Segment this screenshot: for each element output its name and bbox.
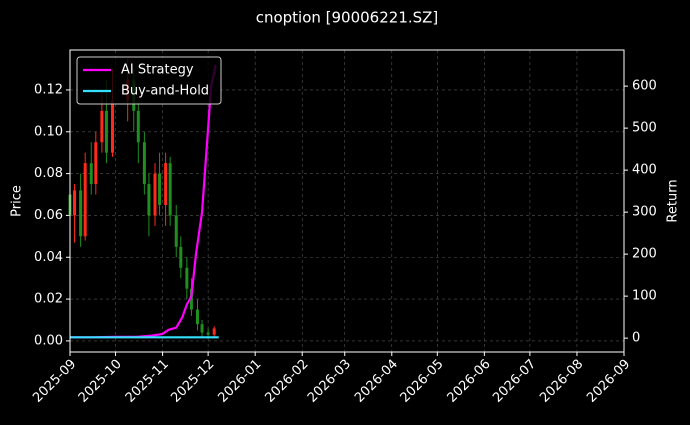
y-tick-label: 0.04	[34, 250, 63, 265]
candle-body	[83, 163, 87, 237]
candle-body	[200, 324, 204, 333]
y-tick-label: 0.00	[34, 333, 63, 348]
y2-tick-label: 300	[632, 205, 657, 220]
candle-body	[136, 110, 140, 143]
candle-body	[110, 100, 114, 153]
candle-body	[168, 163, 172, 216]
chart-title: cnoption [90006221.SZ]	[256, 9, 439, 27]
y-tick-label: 0.10	[34, 124, 63, 139]
candle-body	[153, 173, 157, 216]
y2-tick-label: 200	[632, 247, 657, 262]
y-tick-label: 0.02	[34, 292, 63, 307]
candle-body	[89, 163, 93, 185]
candle-body	[104, 110, 108, 153]
legend-label: AI Strategy	[121, 63, 194, 78]
y2-tick-label: 500	[632, 121, 657, 136]
legend-label: Buy-and-Hold	[121, 84, 209, 99]
candle-body	[100, 110, 104, 143]
candle-body	[174, 215, 178, 247]
y2-tick-label: 600	[632, 79, 657, 94]
plot-frame	[69, 49, 625, 353]
legend: AI Strategy Buy-and-Hold	[76, 56, 222, 105]
y-tick-label: 0.12	[34, 82, 63, 97]
candle-body	[79, 190, 83, 237]
candle-body	[212, 328, 216, 335]
candle-body	[189, 288, 193, 310]
y2-tick-label: 400	[632, 163, 657, 178]
candle-body	[73, 190, 77, 216]
candle-body	[142, 142, 146, 185]
candle-body	[195, 309, 199, 325]
legend-box	[76, 56, 222, 105]
y2-tick-label: 100	[632, 289, 657, 304]
y2-axis-label: Return	[666, 179, 681, 222]
candle-body	[147, 184, 151, 216]
candle-body	[158, 173, 162, 205]
candle-body	[185, 267, 189, 289]
candle-body	[179, 246, 183, 268]
y-axis-label: Price	[10, 185, 25, 217]
y2-tick-label: 0	[632, 331, 640, 346]
candle-body	[164, 163, 168, 205]
y-tick-label: 0.08	[34, 166, 63, 181]
candle-body	[206, 332, 210, 335]
candle-body	[94, 142, 98, 185]
y-tick-label: 0.06	[34, 208, 63, 223]
